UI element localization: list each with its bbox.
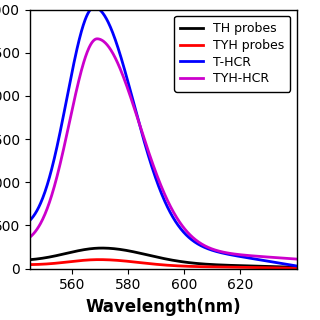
TH probes [100,246,104,250]
TYH-HCR [95,37,99,41]
TYH-HCR [206,245,210,249]
TH probes [28,258,32,261]
TYH-HCR [186,230,189,234]
Line: TYH probes: TYH probes [30,260,297,268]
TYH probes [75,259,79,263]
T-HCR [28,219,32,222]
T-HCR [149,162,153,166]
TYH probes [206,265,210,269]
TYH-HCR [295,257,299,261]
T-HCR [186,234,189,238]
TH probes [97,246,100,250]
TH probes [149,254,153,258]
T-HCR [97,7,101,11]
Legend: TH probes, TYH probes, T-HCR, TYH-HCR: TH probes, TYH probes, T-HCR, TYH-HCR [174,16,290,92]
TH probes [75,249,79,253]
TYH-HCR [97,37,101,41]
TYH probes [229,265,233,269]
T-HCR [92,5,96,9]
Line: TYH-HCR: TYH-HCR [30,39,297,259]
TYH-HCR [28,236,32,239]
TYH probes [295,266,299,270]
TYH probes [97,258,101,261]
T-HCR [295,264,299,268]
TYH probes [28,263,32,267]
T-HCR [206,247,210,251]
TYH probes [97,258,100,261]
TH probes [186,260,189,264]
TH probes [295,265,299,269]
TH probes [229,263,233,267]
TYH probes [186,264,189,268]
TYH probes [149,262,153,266]
T-HCR [75,47,79,51]
TYH-HCR [149,157,153,161]
Line: T-HCR: T-HCR [30,7,297,266]
T-HCR [229,253,233,257]
X-axis label: Wavelength(nm): Wavelength(nm) [85,298,241,316]
TYH-HCR [229,252,233,255]
Line: TH probes: TH probes [30,248,297,267]
TYH-HCR [75,86,79,90]
TH probes [206,262,210,266]
